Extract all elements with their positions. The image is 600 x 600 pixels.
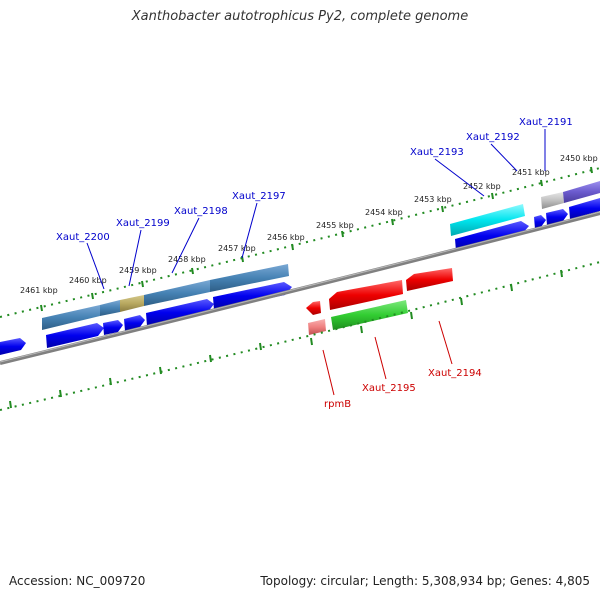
gene-arrow[interactable]: [146, 299, 214, 326]
genome-backbone-highlight: [0, 211, 600, 363]
label-xaut-2199[interactable]: Xaut_2199: [116, 218, 170, 229]
tick-label: 2457 kbp: [218, 244, 256, 253]
tick-label: 2459 kbp: [119, 266, 157, 275]
tick-label: 2461 kbp: [20, 286, 58, 295]
gene-arrow[interactable]: [46, 323, 104, 348]
label-xaut-2195[interactable]: Xaut_2195: [362, 383, 416, 394]
inner-tick-track: [0, 261, 600, 411]
feature-xaut-2197[interactable]: [210, 264, 289, 292]
label-xaut-2197[interactable]: Xaut_2197: [232, 191, 286, 202]
feature-xaut-2200[interactable]: [42, 305, 100, 330]
tick-label: 2460 kbp: [69, 276, 107, 285]
label-rpmb[interactable]: rpmB: [324, 399, 351, 410]
inner-track-line: [0, 261, 600, 411]
gene-arrow-xaut-2195[interactable]: [329, 280, 403, 310]
label-xaut-2198[interactable]: Xaut_2198: [174, 206, 228, 217]
genome-backbone: [0, 211, 600, 365]
accession-text: Accession: NC_009720: [9, 574, 146, 588]
gene-arrow-rpmb[interactable]: [306, 301, 321, 315]
feature-rpmb[interactable]: [308, 319, 326, 335]
tick-label: 2454 kbp: [365, 208, 403, 217]
tick-label: 2450 kbp: [560, 154, 598, 163]
feature-xaut-2198[interactable]: [144, 280, 210, 306]
reverse-genes: [306, 268, 453, 315]
major-ticks: [40, 166, 593, 312]
gene-arrow[interactable]: [534, 215, 546, 229]
feature-slate-region[interactable]: [563, 181, 600, 203]
feature-xaut-2193[interactable]: [450, 204, 525, 236]
label-xaut-2193[interactable]: Xaut_2193: [410, 147, 464, 158]
tick-label: 2453 kbp: [414, 195, 452, 204]
gene-arrow[interactable]: [0, 338, 26, 355]
inner-major-ticks: [9, 269, 563, 409]
reverse-feature-row: [308, 300, 408, 335]
feature-xaut-2195[interactable]: [331, 300, 408, 330]
outer-track-line: [0, 167, 600, 318]
feature-xaut-2191[interactable]: [541, 192, 564, 209]
gene-arrow-xaut-2194[interactable]: [406, 268, 453, 291]
gene-arrow[interactable]: [103, 320, 123, 335]
tick-label: 2456 kbp: [267, 233, 305, 242]
gene-arrow[interactable]: [569, 198, 600, 219]
feature-xaut-2199[interactable]: [100, 300, 120, 316]
reverse-gene-labels: rpmB Xaut_2195 Xaut_2194: [324, 368, 482, 410]
label-xaut-2200[interactable]: Xaut_2200: [56, 232, 110, 243]
reverse-leader-lines: [322, 320, 453, 396]
forward-genes: [0, 198, 600, 355]
label-xaut-2191[interactable]: Xaut_2191: [519, 117, 573, 128]
topology-text: Topology: circular; Length: 5,308,934 bp…: [260, 574, 590, 588]
forward-feature-row: [42, 181, 600, 330]
tick-label: 2458 kbp: [168, 255, 206, 264]
outer-tick-track: [0, 166, 600, 318]
feature-xaut-2199-domain[interactable]: [120, 295, 144, 312]
tick-labels: 2461 kbp 2460 kbp 2459 kbp 2458 kbp 2457…: [20, 154, 598, 295]
label-xaut-2194[interactable]: Xaut_2194: [428, 368, 482, 379]
gene-arrow[interactable]: [213, 282, 292, 310]
tick-label: 2452 kbp: [463, 182, 501, 191]
label-xaut-2192[interactable]: Xaut_2192: [466, 132, 520, 143]
forward-leader-lines: [86, 129, 546, 290]
tick-label: 2451 kbp: [512, 168, 550, 177]
forward-gene-labels: Xaut_2200 Xaut_2199 Xaut_2198 Xaut_2197 …: [56, 117, 573, 243]
genome-title: Xanthobacter autotrophicus Py2, complete…: [131, 9, 469, 24]
tick-label: 2455 kbp: [316, 221, 354, 230]
